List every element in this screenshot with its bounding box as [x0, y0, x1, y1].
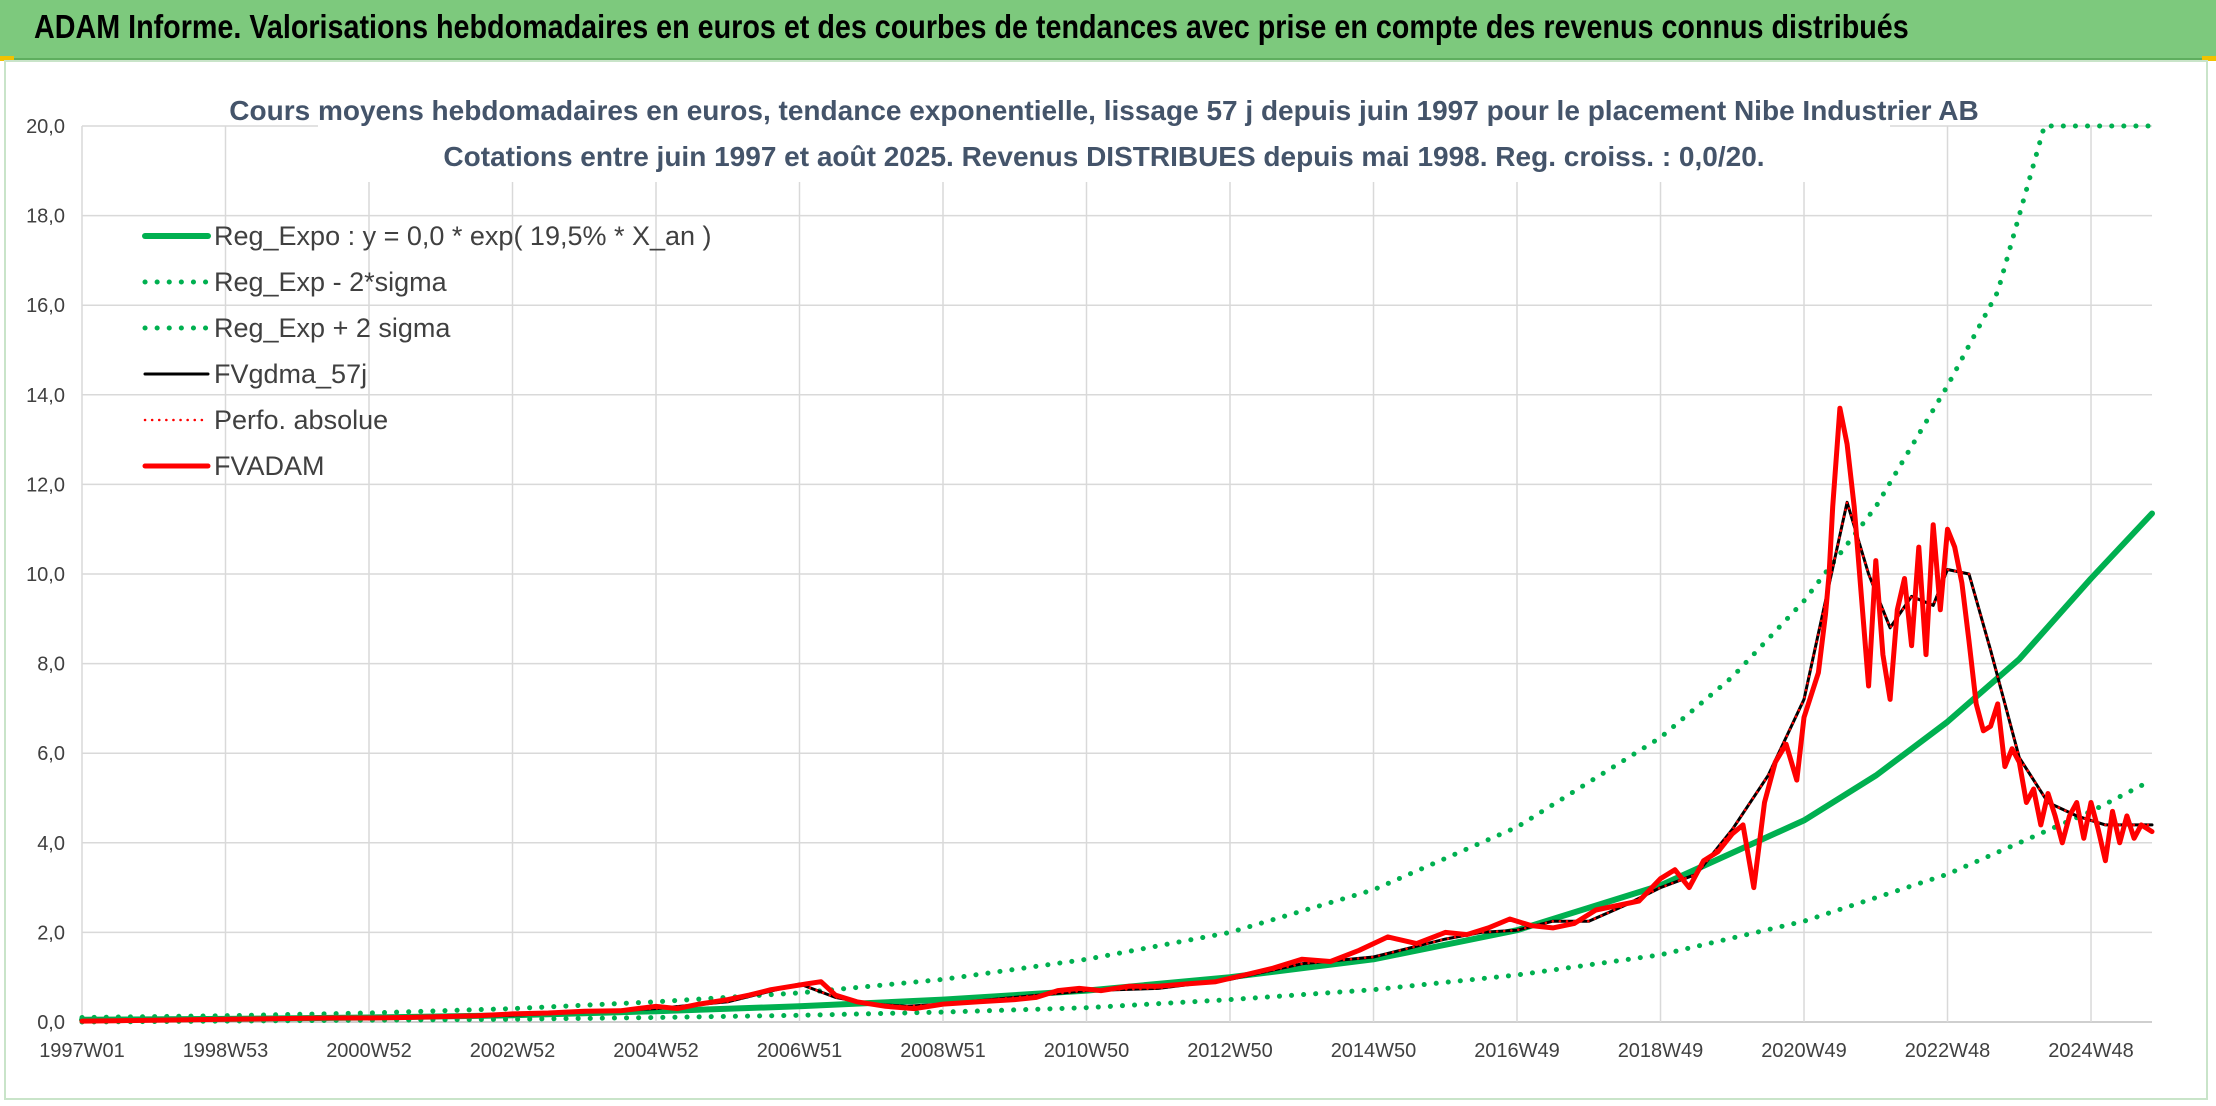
- x-tick-label: 2008W51: [900, 1040, 986, 1062]
- y-tick-label: 10,0: [26, 564, 65, 586]
- x-tick-label: 2004W52: [613, 1040, 699, 1062]
- x-tick-label: 2010W50: [1044, 1040, 1130, 1062]
- legend-label: FVADAM: [214, 451, 325, 481]
- x-tick-label: 1997W01: [39, 1040, 125, 1062]
- x-tick-label: 2020W49: [1761, 1040, 1847, 1062]
- y-tick-label: 8,0: [37, 654, 65, 676]
- x-tick-label: 2014W50: [1331, 1040, 1417, 1062]
- title-background: [318, 94, 1890, 182]
- legend-label: Reg_Expo : y = 0,0 * exp( 19,5% * X_an ): [214, 221, 712, 251]
- chart-title-line-1: Cours moyens hebdomadaires en euros, ten…: [229, 95, 1978, 126]
- series-lines: [79, 123, 2155, 1025]
- banner-corner-right: [2202, 56, 2216, 61]
- series-line-2: [79, 123, 2155, 1020]
- series-line-3: [80, 500, 2154, 1023]
- legend-label: FVgdma_57j: [214, 359, 367, 389]
- report-title: ADAM Informe. Valorisations hebdomadaire…: [34, 8, 1909, 45]
- legend: Reg_Expo : y = 0,0 * exp( 19,5% * X_an )…: [142, 221, 712, 481]
- report-banner: ADAM Informe. Valorisations hebdomadaire…: [0, 0, 2216, 60]
- series-line-5: [79, 405, 2155, 1024]
- legend-label: Reg_Exp - 2*sigma: [214, 267, 448, 297]
- chart-title-line-2: Cotations entre juin 1997 et août 2025. …: [443, 141, 1764, 172]
- y-tick-label: 6,0: [37, 743, 65, 765]
- y-tick-label: 14,0: [26, 385, 65, 407]
- axis-labels: 0,0 2,0 4,0 6,0 8,0 10,0 12,0 14,0 16,0 18,0 20,0 1…: [26, 116, 2134, 1062]
- y-tick-label: 4,0: [37, 833, 65, 855]
- chart-frame: [4, 60, 2208, 1100]
- x-tick-label: 2022W48: [1905, 1040, 1991, 1062]
- x-tick-label: 2024W48: [2048, 1040, 2134, 1062]
- x-tick-label: 2006W51: [757, 1040, 843, 1062]
- legend-label: Perfo. absolue: [214, 405, 388, 435]
- x-tick-label: 2002W52: [470, 1040, 556, 1062]
- y-tick-label: 0,0: [37, 1012, 65, 1034]
- grid-lines: [81, 125, 2152, 1023]
- series-line-1: [79, 777, 2155, 1025]
- x-tick-label: 1998W53: [183, 1040, 269, 1062]
- y-tick-label: 12,0: [26, 474, 65, 496]
- legend-label: Reg_Exp + 2 sigma: [214, 313, 451, 343]
- x-tick-label: 2000W52: [326, 1040, 412, 1062]
- series-line-4: [80, 501, 2154, 1023]
- y-tick-label: 16,0: [26, 295, 65, 317]
- x-tick-label: 2016W49: [1474, 1040, 1560, 1062]
- x-tick-label: 2018W49: [1618, 1040, 1704, 1062]
- y-tick-label: 18,0: [26, 206, 65, 228]
- banner-corner-left: [0, 56, 14, 61]
- y-tick-label: 2,0: [37, 922, 65, 944]
- x-tick-label: 2012W50: [1187, 1040, 1273, 1062]
- series-line-0: [79, 510, 2155, 1023]
- y-tick-label: 20,0: [26, 116, 65, 138]
